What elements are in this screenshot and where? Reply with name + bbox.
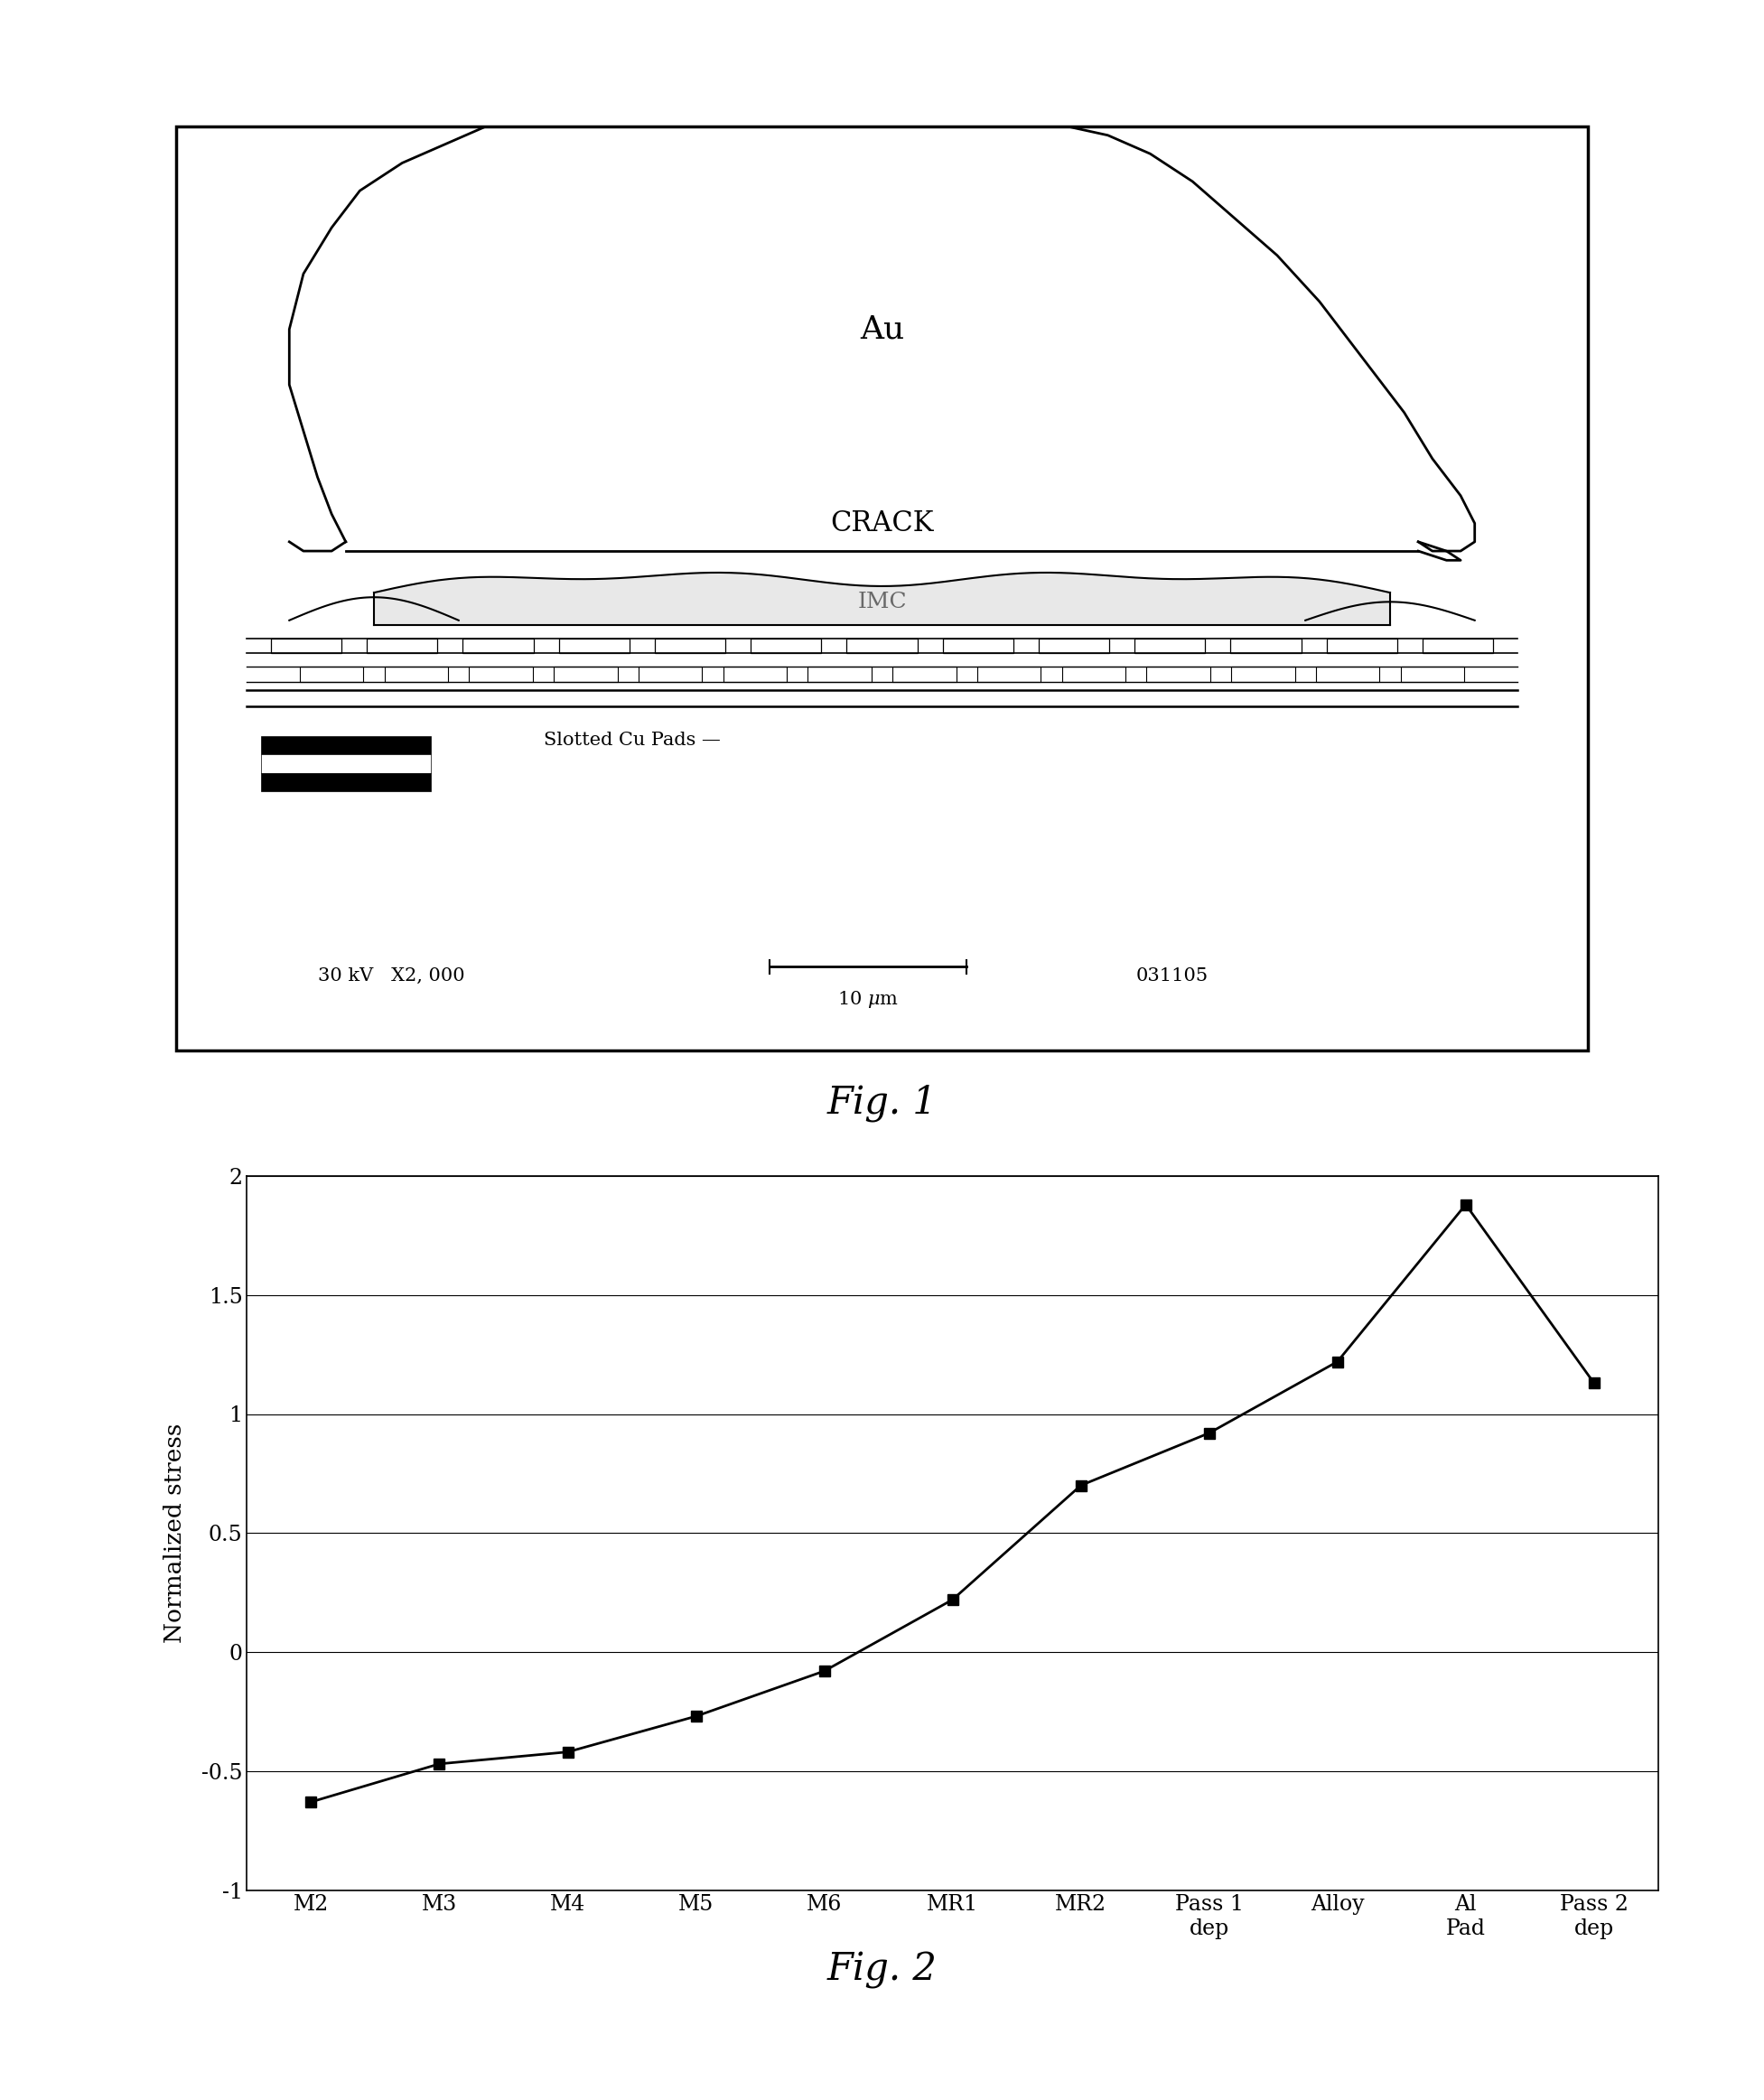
Bar [1231, 666, 1295, 682]
Bar [847, 638, 917, 653]
Bar [559, 638, 630, 653]
Text: CRACK: CRACK [831, 510, 933, 538]
Text: IMC: IMC [857, 592, 907, 613]
Text: Fig. 2: Fig. 2 [827, 1951, 937, 1989]
Text: Slotted Cu Pads —: Slotted Cu Pads — [543, 733, 720, 750]
Bar [942, 638, 1013, 653]
Bar [893, 666, 956, 682]
Bar [723, 666, 787, 682]
Bar [462, 638, 533, 653]
Bar [367, 638, 437, 653]
Bar [1147, 666, 1210, 682]
Text: 031105: 031105 [1136, 968, 1208, 985]
Bar [1134, 638, 1205, 653]
Bar [639, 666, 702, 682]
Bar [1039, 638, 1110, 653]
Bar [261, 754, 430, 773]
Text: 30 kV   X2, 000: 30 kV X2, 000 [318, 968, 464, 985]
Bar [977, 666, 1041, 682]
Text: 10 $\mu$m: 10 $\mu$m [838, 989, 898, 1010]
Bar [654, 638, 725, 653]
Bar [1231, 638, 1302, 653]
Bar [385, 666, 448, 682]
Bar [1062, 666, 1125, 682]
Text: Fig. 1: Fig. 1 [827, 1084, 937, 1121]
Bar [554, 666, 617, 682]
Bar [261, 735, 430, 754]
Text: Au: Au [859, 313, 905, 344]
Bar [261, 773, 430, 792]
Y-axis label: Normalized stress: Normalized stress [164, 1424, 187, 1642]
Bar [751, 638, 822, 653]
Bar [272, 638, 342, 653]
Bar [469, 666, 533, 682]
Bar [300, 666, 363, 682]
Bar [1401, 666, 1464, 682]
Bar [808, 666, 871, 682]
Bar [1422, 638, 1492, 653]
Bar [1327, 638, 1397, 653]
Bar [1316, 666, 1379, 682]
